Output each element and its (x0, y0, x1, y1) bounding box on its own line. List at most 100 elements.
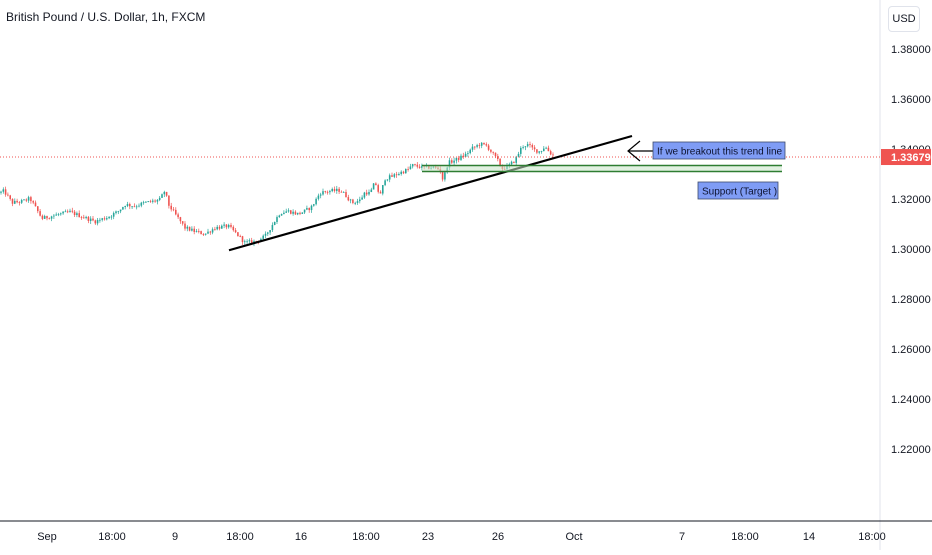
candle (122, 206, 124, 210)
candle (313, 203, 315, 207)
candle (119, 209, 122, 214)
candle (71, 207, 74, 214)
candle (418, 164, 421, 169)
candle (244, 239, 246, 245)
x-tick-label: 16 (295, 531, 307, 543)
candle (533, 145, 536, 152)
candle (30, 195, 32, 204)
candle (354, 201, 356, 206)
candle (211, 227, 214, 235)
candle (285, 208, 287, 213)
candle (55, 212, 57, 216)
candle (11, 198, 14, 207)
candle (16, 198, 18, 204)
candle (165, 191, 168, 197)
candle (204, 233, 207, 236)
candle (552, 152, 554, 157)
candle (467, 150, 469, 157)
candle (356, 198, 359, 205)
candle (46, 215, 48, 221)
candle (218, 225, 221, 231)
candle (152, 198, 154, 204)
candle (296, 212, 299, 216)
candle (78, 210, 80, 218)
candle (529, 141, 531, 148)
candle (225, 223, 228, 230)
candle (37, 206, 39, 214)
candle (451, 158, 453, 165)
candle (402, 170, 405, 175)
candle (310, 204, 313, 213)
y-tick-label: 1.22000 (891, 444, 931, 456)
candle (188, 226, 191, 232)
candle (457, 155, 460, 163)
candles (0, 141, 554, 247)
x-tick-label: 18:00 (858, 531, 886, 543)
support-note-box[interactable] (697, 181, 779, 200)
candle (99, 217, 101, 223)
candle (237, 232, 239, 237)
candle (129, 202, 131, 210)
candle (326, 190, 329, 195)
candle (545, 146, 547, 150)
y-tick-label: 1.30000 (891, 244, 931, 256)
candle (405, 168, 407, 174)
candle (370, 187, 373, 193)
candle (349, 198, 352, 204)
candle (333, 186, 336, 193)
current-price-label: 1.33679 (891, 152, 931, 164)
trendline-drawing[interactable] (228, 134, 633, 252)
candle (480, 142, 483, 149)
candle (520, 146, 522, 157)
candle (112, 211, 115, 220)
candle (2, 187, 5, 194)
candle (34, 200, 37, 207)
candle (241, 235, 244, 245)
candle (372, 182, 375, 190)
candle (20, 198, 23, 204)
candle (53, 213, 55, 219)
candle (39, 209, 41, 217)
candle (294, 210, 297, 216)
support-zone[interactable] (422, 165, 782, 172)
candle (147, 201, 149, 203)
candle (83, 214, 85, 219)
candle (526, 141, 529, 148)
candle (73, 210, 76, 218)
candle (336, 185, 338, 194)
x-tick-label: 18:00 (731, 531, 759, 543)
candle (271, 222, 274, 233)
candle (522, 145, 524, 150)
candle (352, 198, 354, 205)
candle (101, 217, 103, 222)
candle (382, 185, 384, 196)
candle (92, 216, 94, 222)
candle (4, 186, 7, 197)
candle (315, 197, 317, 206)
candle (149, 199, 152, 203)
candle (172, 207, 175, 212)
candle (487, 143, 490, 152)
x-tick-label: 7 (679, 531, 685, 543)
trendline-note-box[interactable] (652, 141, 786, 160)
candle (329, 189, 331, 195)
currency-button[interactable]: USD (888, 6, 920, 32)
candle (306, 205, 308, 211)
candle (368, 189, 370, 196)
candle (248, 238, 251, 244)
arrow-head-icon (627, 140, 641, 162)
candle (69, 208, 71, 213)
candle (398, 172, 400, 176)
candle (142, 200, 145, 205)
x-tick-label: 9 (172, 531, 178, 543)
candle (87, 215, 90, 224)
x-tick-label: 14 (803, 531, 815, 543)
candle (145, 201, 147, 203)
x-tick-label: 18:00 (98, 531, 126, 543)
candle (308, 207, 310, 213)
candle (469, 148, 471, 155)
x-tick-label: 18:00 (226, 531, 254, 543)
candle (342, 191, 345, 193)
